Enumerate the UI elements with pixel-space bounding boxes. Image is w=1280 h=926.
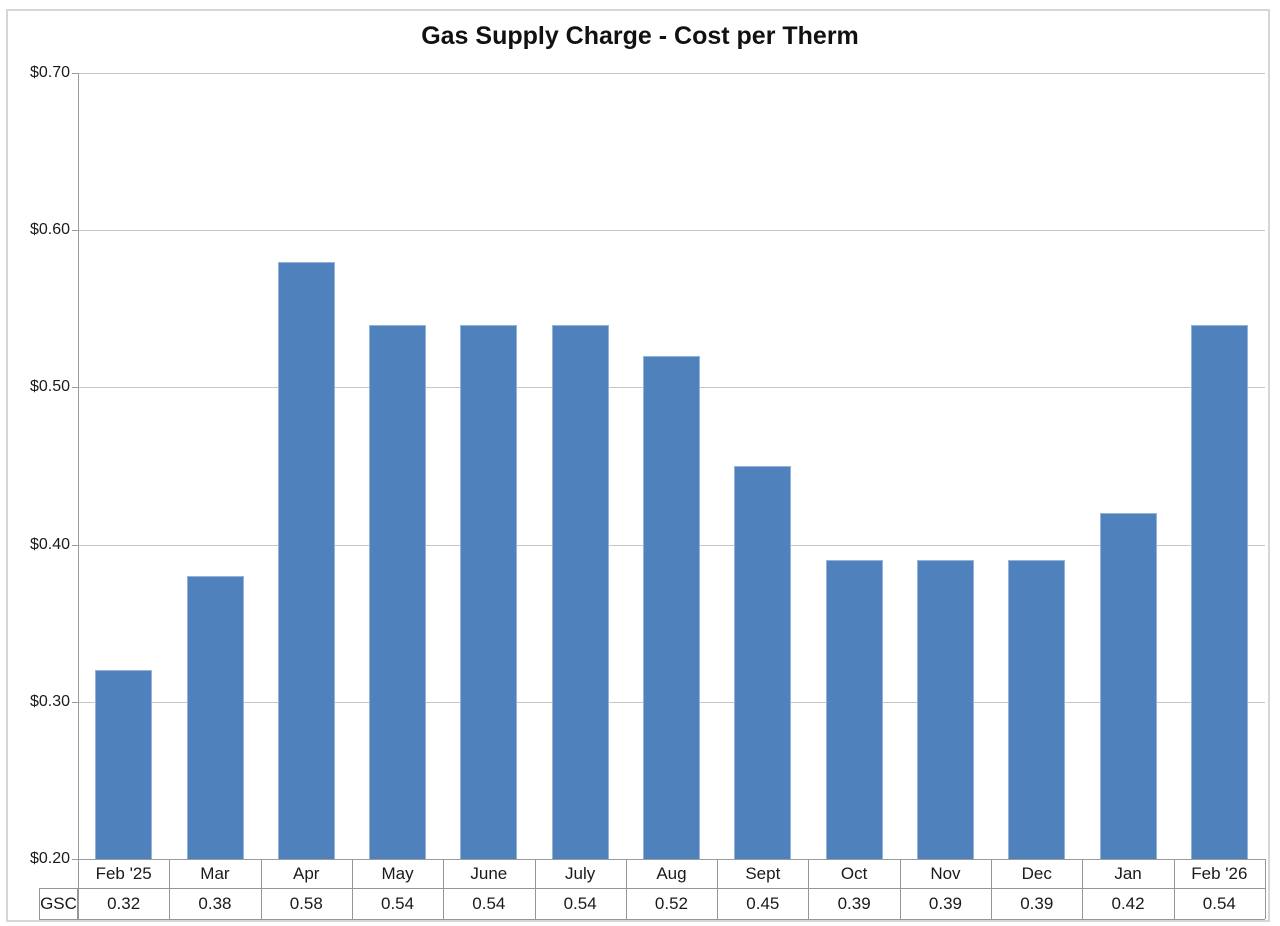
x-axis-label-cell: Feb '26: [1191, 864, 1248, 883]
x-axis-label-cell: Dec: [1021, 864, 1052, 883]
bar-feb-26: [1190, 324, 1248, 859]
data-table-value-cell: 0.54: [380, 894, 415, 913]
x-axis-line: [78, 859, 1265, 860]
data-table-value-cell: 0.54: [472, 894, 506, 913]
data-table-value-cell: 0.58: [289, 894, 323, 913]
data-table-value-cell: 0.38: [198, 894, 232, 913]
bar-apr: [277, 261, 335, 859]
x-axis-label-cell: July: [565, 864, 596, 883]
y-axis-tick-label: $0.60: [29, 221, 70, 238]
data-table-column-border: [1174, 859, 1175, 919]
bar-oct: [825, 560, 883, 859]
y-axis-tick: [72, 702, 78, 703]
data-table-column-border: [1265, 859, 1266, 919]
data-table-value-cell: 0.45: [746, 894, 780, 913]
bar-may: [369, 324, 427, 859]
data-table-value-cell: 0.32: [107, 894, 141, 913]
x-axis-label-cell: Aug: [656, 864, 687, 883]
bar-dec: [1008, 560, 1066, 859]
data-table-value-cell: 0.54: [563, 894, 597, 913]
data-table-value-cell: 0.42: [1111, 894, 1145, 913]
bar-jan: [1099, 513, 1157, 859]
data-table-column-border: [808, 859, 809, 919]
x-axis-label-cell: June: [470, 864, 508, 883]
data-table-value-cell: 0.39: [928, 894, 962, 913]
y-axis-tick-label: $0.50: [29, 378, 70, 395]
data-table-column-border: [717, 859, 718, 919]
y-axis-tick-label: $0.20: [29, 850, 70, 867]
y-axis-line: [78, 73, 79, 859]
x-axis-label-cell: Oct: [840, 864, 868, 883]
data-table-column-border: [991, 859, 992, 919]
data-table-column-border: [626, 859, 627, 919]
bar-aug: [643, 356, 700, 859]
data-table-value-cell: 0.39: [1020, 894, 1054, 913]
data-table-row-separator: [78, 888, 1265, 889]
data-table-bottom-border: [78, 919, 1265, 920]
y-gridline: [78, 230, 1265, 231]
data-table-column-border: [261, 859, 262, 919]
data-table-column-border: [900, 859, 901, 919]
data-table-value-cell: 0.52: [654, 894, 688, 913]
x-axis-label-cell: Jan: [1114, 864, 1142, 883]
series-label-cell: GSC: [39, 888, 78, 920]
chart-title: Gas Supply Charge - Cost per Therm: [421, 22, 859, 50]
y-axis-tick-label: $0.40: [29, 536, 70, 553]
data-table-column-border: [535, 859, 536, 919]
y-axis-tick-label: $0.30: [29, 693, 70, 710]
y-axis-tick: [72, 387, 78, 388]
bar-sept: [734, 466, 792, 859]
y-axis-tick-label: $0.70: [29, 64, 70, 81]
data-table-column-border: [443, 859, 444, 919]
bar-july: [551, 324, 609, 859]
data-table-column-border: [352, 859, 353, 919]
x-axis-label-cell: Sept: [745, 864, 781, 883]
x-axis-label-cell: May: [381, 864, 414, 883]
data-table-column-border: [78, 859, 79, 919]
y-axis-tick: [72, 859, 78, 860]
x-axis-label-cell: Apr: [293, 864, 320, 883]
bar-nov: [916, 560, 974, 859]
bar-feb-25: [95, 670, 153, 859]
y-axis-tick: [72, 545, 78, 546]
data-table-value-cell: 0.39: [837, 894, 871, 913]
bar-mar: [186, 576, 244, 859]
x-axis-label-cell: Feb '25: [95, 864, 152, 883]
data-table-column-border: [1082, 859, 1083, 919]
x-axis-label-cell: Nov: [930, 864, 961, 883]
x-axis-label-cell: Mar: [200, 864, 230, 883]
y-axis-tick: [72, 73, 78, 74]
y-axis-tick: [72, 230, 78, 231]
bar-june: [460, 324, 518, 859]
data-table-value-cell: 0.54: [1202, 894, 1236, 913]
y-gridline: [78, 73, 1265, 74]
data-table-column-border: [169, 859, 170, 919]
